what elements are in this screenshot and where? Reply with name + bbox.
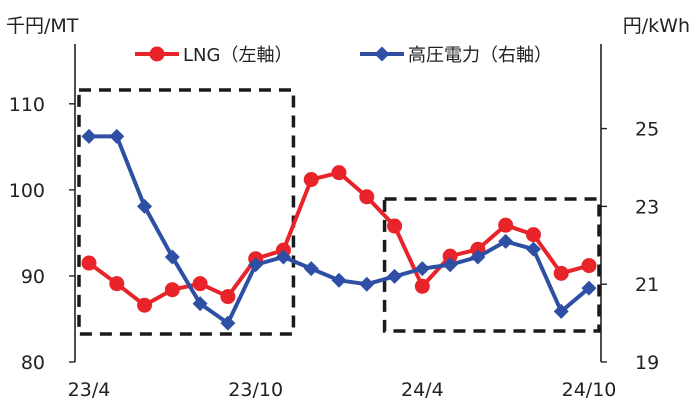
left-tick-label: 110 [9, 94, 45, 116]
data-point-lng [81, 255, 97, 271]
data-point-lng [414, 278, 430, 294]
data-point-lng [331, 165, 347, 181]
right-tick-label: 23 [635, 196, 659, 218]
data-point-lng [387, 218, 403, 234]
data-point-power [275, 249, 291, 265]
data-point-power [248, 257, 264, 273]
data-point-power [303, 261, 319, 277]
data-point-lng [137, 297, 153, 313]
data-point-lng [553, 265, 569, 281]
data-point-power [164, 249, 180, 265]
data-point-power [525, 241, 541, 257]
data-point-lng [498, 217, 514, 233]
data-point-power [498, 233, 514, 249]
data-point-lng [109, 276, 125, 292]
data-point-power [442, 257, 458, 273]
legend-marker-power [374, 46, 390, 62]
data-point-power [387, 268, 403, 284]
highlight-box [77, 88, 296, 336]
data-point-lng [192, 276, 208, 292]
right-unit-label: 円/kWh [623, 15, 690, 37]
legend-label-power: 高圧電力（右軸） [408, 45, 552, 66]
data-point-lng [359, 189, 375, 205]
x-tick-label: 24/10 [562, 379, 617, 401]
left-unit-label: 千円/MT [6, 15, 79, 37]
right-tick-label: 19 [635, 352, 659, 374]
data-point-power [470, 249, 486, 265]
data-point-power [137, 198, 153, 214]
highlight-box [382, 197, 601, 333]
left-tick-label: 100 [9, 180, 45, 202]
data-point-lng [303, 172, 319, 188]
data-point-power [553, 303, 569, 319]
left-tick-label: 90 [21, 266, 45, 288]
right-tick-label: 25 [635, 119, 659, 141]
data-point-power [81, 128, 97, 144]
data-point-lng [525, 227, 541, 243]
data-point-lng [164, 282, 180, 298]
data-point-lng [581, 258, 597, 274]
right-tick-label: 21 [635, 274, 659, 296]
legend-label-lng: LNG（左軸） [183, 45, 292, 66]
data-point-power [359, 276, 375, 292]
data-point-lng [442, 248, 458, 264]
legend-marker-lng [149, 46, 165, 62]
data-point-power [581, 280, 597, 296]
x-tick-label: 24/4 [401, 379, 444, 401]
data-point-power [414, 261, 430, 277]
data-point-power [331, 272, 347, 288]
x-tick-label: 23/4 [68, 379, 111, 401]
data-point-lng [220, 289, 236, 305]
data-point-power [109, 128, 125, 144]
x-tick-label: 23/10 [228, 379, 283, 401]
data-point-power [220, 315, 236, 331]
data-point-power [192, 296, 208, 312]
left-tick-label: 80 [21, 352, 45, 374]
